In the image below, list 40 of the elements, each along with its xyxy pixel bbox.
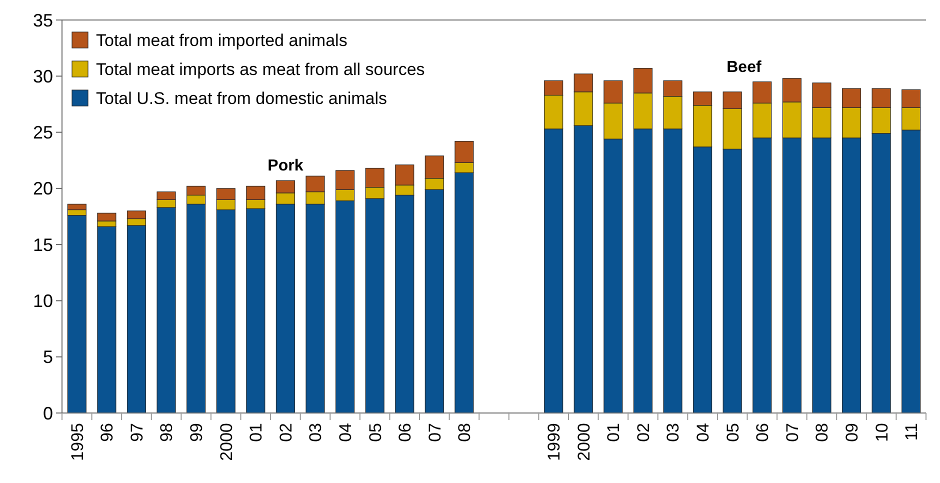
x-tick-label: 03 [306, 423, 326, 442]
x-tick-label: 99 [187, 423, 206, 442]
x-tick-label: 07 [782, 423, 802, 442]
x-tick-label: 04 [336, 423, 355, 442]
y-tick-label: 35 [32, 10, 53, 30]
y-tick-label: 30 [32, 66, 53, 86]
x-tick-label: 04 [694, 423, 712, 442]
annotation: Beef [726, 58, 762, 76]
x-tick-label: 01 [604, 423, 624, 442]
x-tick-label: 97 [127, 423, 146, 442]
annotation: Pork [268, 158, 304, 175]
x-tick-label: 05 [723, 423, 742, 442]
x-tick-label: 07 [425, 423, 444, 442]
x-tick-label: 01 [246, 423, 266, 442]
x-tick-label: 2000 [574, 423, 594, 461]
y-tick-label: 15 [32, 234, 53, 255]
y-tick-label: 10 [32, 291, 53, 312]
x-tick-label: 06 [753, 423, 772, 442]
x-tick-label: 11 [902, 423, 922, 441]
x-tick-label: 03 [664, 423, 683, 442]
legend-label: Total meat from imported animals [96, 30, 348, 50]
legend-label: Total U.S. meat from domestic animals [96, 88, 387, 108]
y-tick-label: 5 [42, 347, 53, 368]
x-tick-label: 98 [157, 423, 176, 442]
x-tick-label: 06 [396, 423, 415, 442]
x-tick-label: 02 [634, 423, 653, 442]
y-tick-label: 20 [32, 178, 53, 199]
y-tick-label: 25 [32, 122, 53, 143]
x-tick-label: 05 [366, 423, 385, 442]
x-tick-label: 08 [812, 423, 832, 442]
x-tick-label: 1999 [544, 423, 564, 461]
x-tick-label: 1995 [68, 423, 87, 461]
y-tick-label: 0 [42, 403, 53, 424]
x-tick-label: 02 [276, 423, 296, 442]
x-tick-label: 09 [842, 423, 862, 442]
x-tick-label: 08 [455, 423, 474, 442]
x-tick-label: 96 [98, 423, 117, 442]
legend-label: Total meat imports as meat from all sources [96, 60, 425, 79]
x-tick-label: 2000 [216, 423, 236, 461]
x-tick-label: 10 [872, 423, 892, 442]
